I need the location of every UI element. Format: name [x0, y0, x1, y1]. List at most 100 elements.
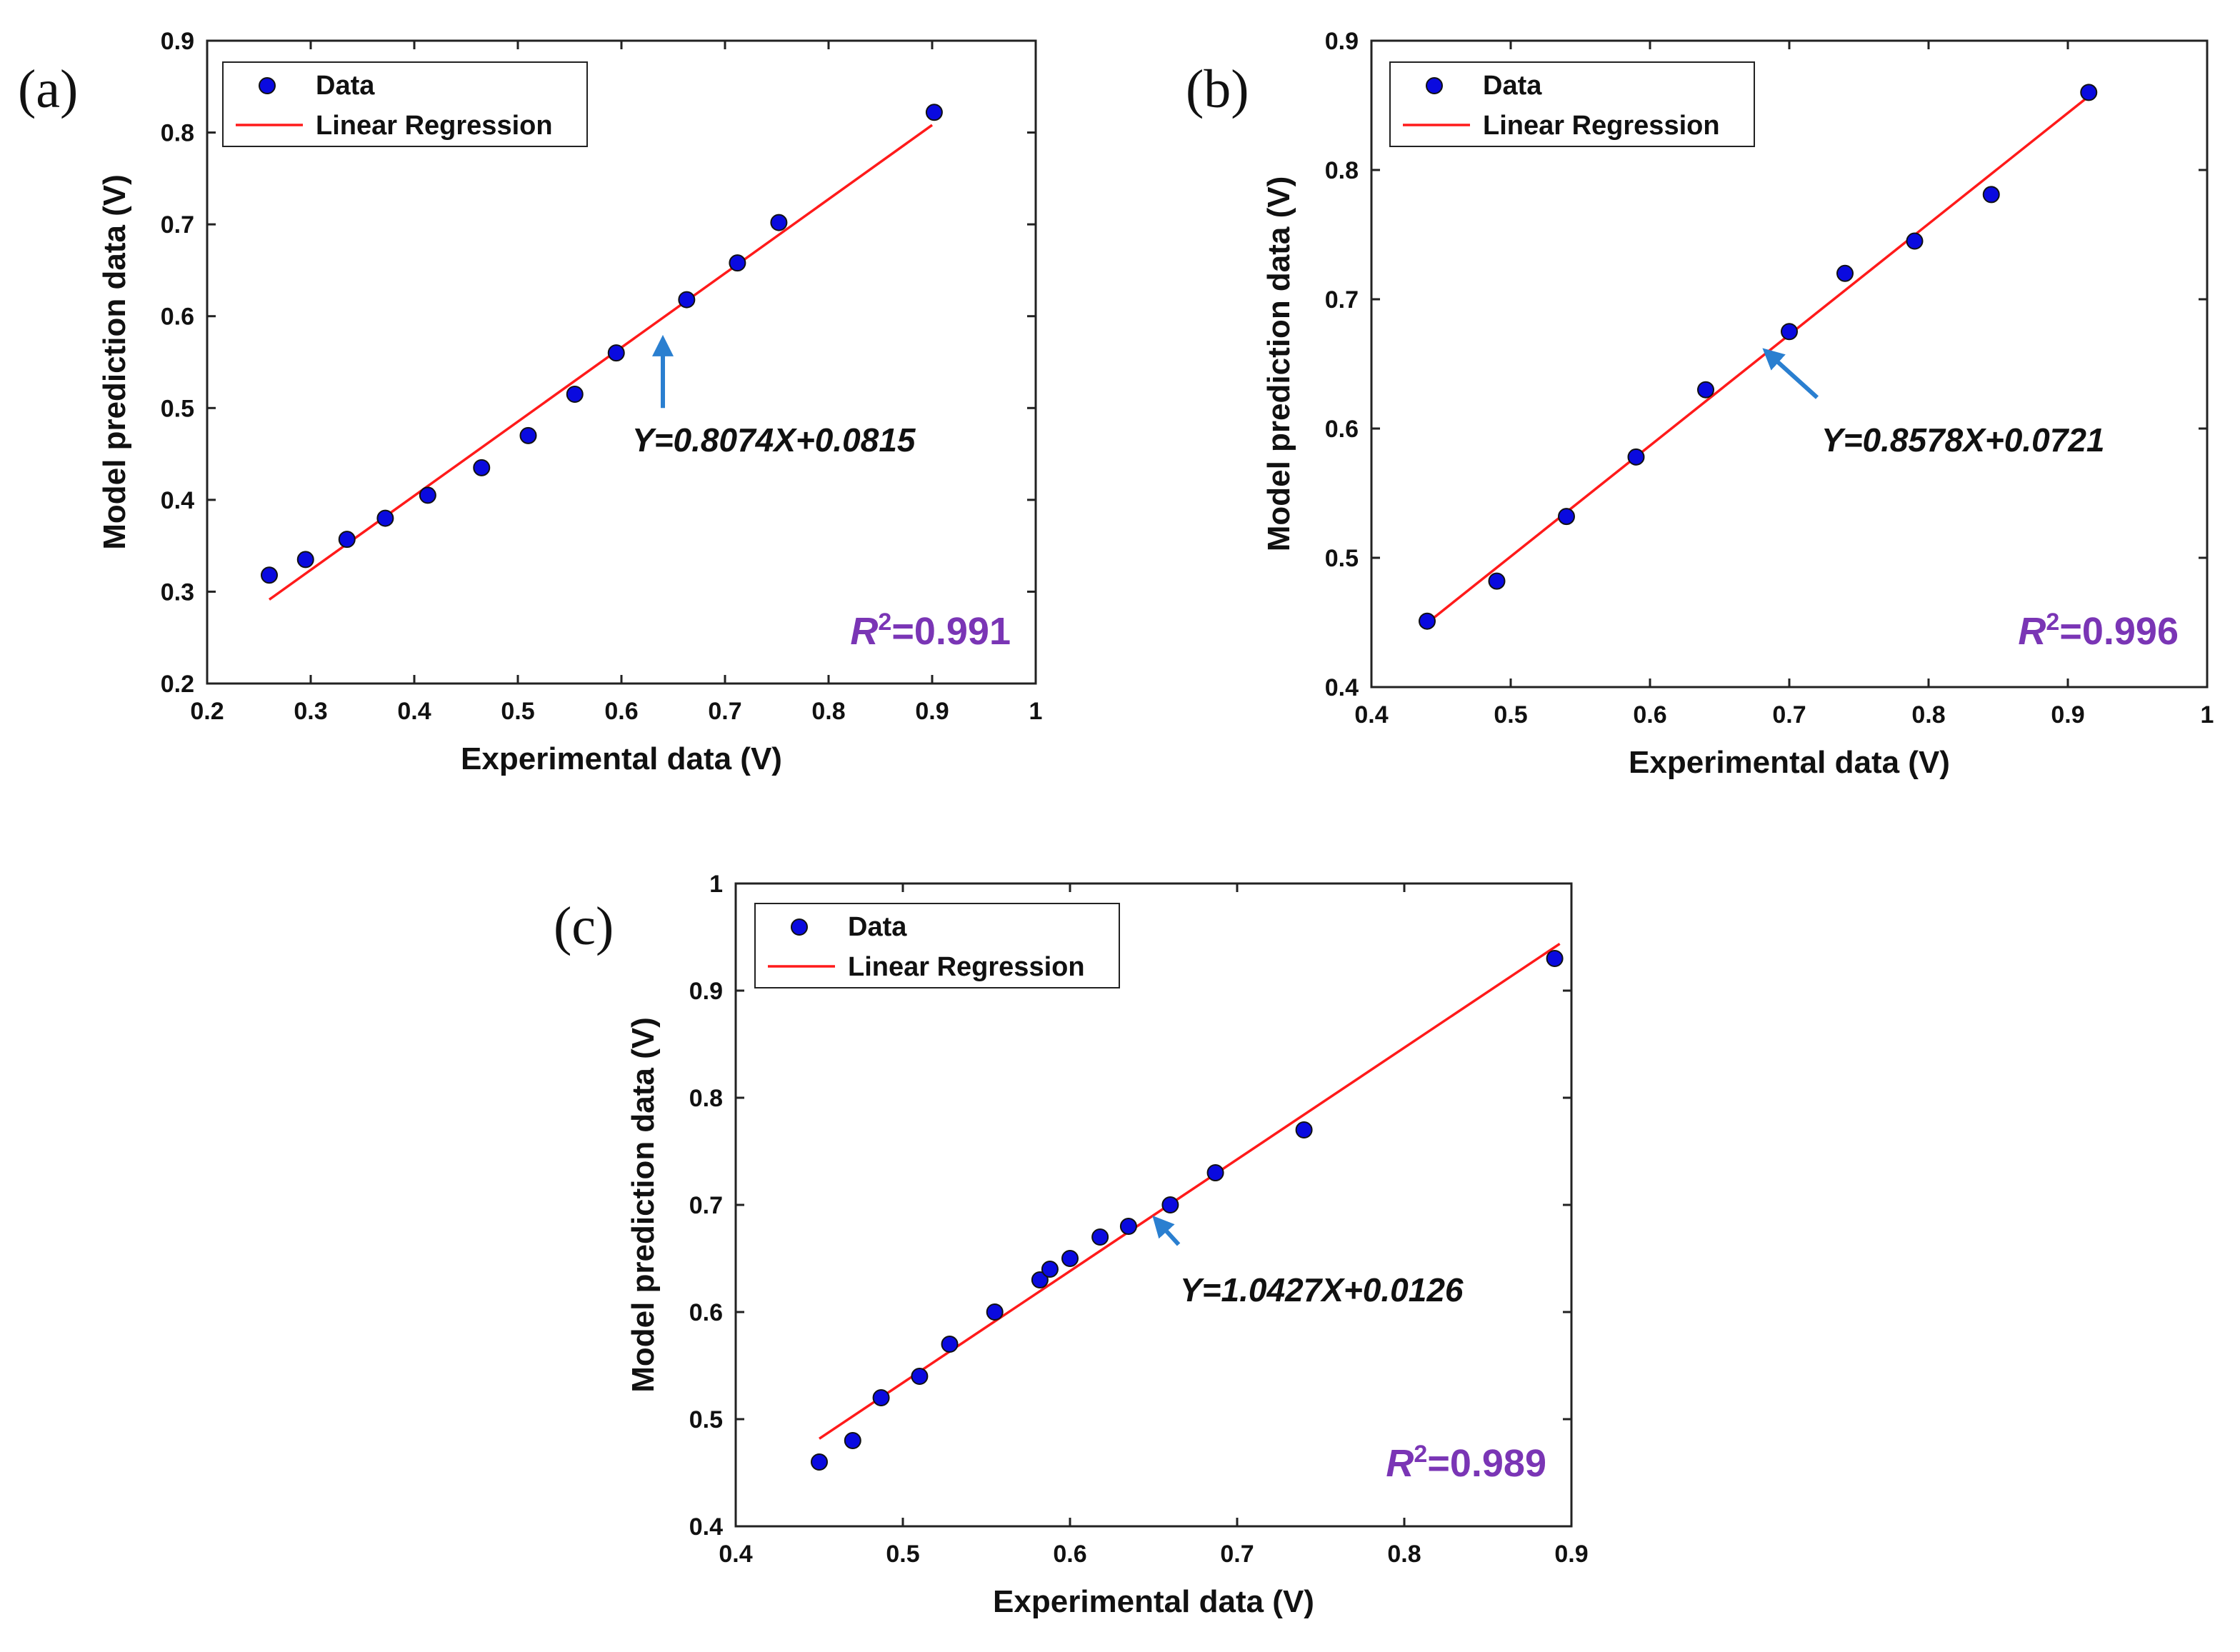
- data-point: [566, 386, 584, 403]
- regression-equation: Y=0.8578X+0.0721: [1821, 421, 2104, 459]
- regression-equation: Y=0.8074X+0.0815: [632, 421, 916, 459]
- y-tick-label: 0.8: [161, 120, 194, 147]
- r-squared-value: =0.996: [2059, 610, 2179, 653]
- legend-fit-label: Linear Regression: [316, 111, 553, 141]
- x-tick-label: 0.6: [1633, 701, 1666, 729]
- x-axis-title: Experimental data (V): [1629, 745, 1950, 780]
- data-point: [296, 551, 314, 569]
- data-point: [376, 509, 394, 527]
- legend-fit-label: Linear Regression: [848, 952, 1085, 982]
- legend-fit-label: Linear Regression: [1483, 111, 1720, 141]
- y-tick-label: 0.7: [689, 1192, 723, 1219]
- data-point: [1041, 1261, 1059, 1278]
- data-point: [1091, 1228, 1109, 1246]
- x-tick-label: 0.7: [1772, 701, 1806, 729]
- legend-box: [754, 903, 1120, 988]
- y-tick-label: 0.7: [1325, 286, 1359, 314]
- regression-line: [1426, 95, 2090, 624]
- y-tick-label: 0.3: [161, 579, 194, 606]
- x-tick-label: 0.6: [604, 698, 638, 725]
- data-point: [1488, 572, 1506, 590]
- data-point: [2080, 84, 2098, 101]
- data-point: [1982, 186, 2000, 204]
- x-tick-label: 0.5: [501, 698, 534, 725]
- legend-data-marker: [791, 918, 808, 936]
- panel-label: (c): [554, 896, 614, 956]
- data-point: [338, 531, 356, 549]
- data-point: [473, 459, 491, 476]
- x-tick-label: 0.9: [1554, 1541, 1588, 1568]
- panel-label: (b): [1186, 59, 1249, 119]
- r-squared-symbol: R: [850, 610, 878, 653]
- x-tick-label: 0.7: [708, 698, 741, 725]
- x-tick-label: 0.3: [294, 698, 327, 725]
- data-point: [925, 104, 943, 121]
- y-tick-label: 0.8: [1325, 157, 1359, 184]
- r-squared-exponent: 2: [2046, 609, 2059, 636]
- r-squared-symbol: R: [1386, 1442, 1414, 1485]
- chart-panel-a: 0.2 0.3 0.4 0.5 0.6 0.7 0.8 0.9 1 0.2 0.3 0.4 0.5 0.6…: [18, 28, 1042, 776]
- y-tick-label: 0.5: [689, 1406, 723, 1433]
- y-axis-title: Model prediction data (V): [1261, 176, 1296, 552]
- x-tick-label: 0.8: [1911, 701, 1945, 729]
- y-axis-title: Model prediction data (V): [626, 1017, 661, 1393]
- r-squared-symbol: R: [2018, 610, 2046, 653]
- x-tick-label: 0.5: [1494, 701, 1527, 729]
- x-tick-label: 1: [2201, 701, 2214, 729]
- r-squared-label: R2=0.996: [2018, 609, 2179, 653]
- data-point: [1697, 381, 1714, 399]
- regression-line: [819, 942, 1561, 1440]
- chart-panel-c: 0.4 0.5 0.6 0.7 0.8 0.9 0.4 0.5 0.6 0.7 0.8 0.9 1 Exp…: [554, 871, 1589, 1619]
- data-point: [261, 566, 278, 584]
- y-tick-label: 0.6: [1325, 416, 1359, 443]
- data-point: [1546, 950, 1564, 967]
- chart-panel-b: 0.4 0.5 0.6 0.7 0.8 0.9 1 0.4 0.5 0.6 0.7 0.8 0.9 Exp…: [1186, 28, 2214, 780]
- x-tick-label: 0.2: [190, 698, 224, 725]
- x-tick-label: 0.6: [1053, 1541, 1086, 1568]
- legend-data-label: Data: [848, 912, 907, 942]
- y-axis-title: Model prediction data (V): [97, 174, 132, 550]
- x-tick-label: 0.7: [1220, 1541, 1254, 1568]
- legend-data-marker: [1426, 77, 1443, 94]
- data-point: [1206, 1164, 1224, 1181]
- data-point: [844, 1432, 861, 1449]
- r-squared-value: =0.991: [891, 610, 1011, 653]
- panel-label: (a): [18, 59, 78, 119]
- data-point: [1061, 1250, 1079, 1267]
- data-point: [1906, 232, 1924, 250]
- y-tick-label: 0.5: [161, 395, 194, 422]
- equation-arrow: [1762, 348, 1819, 399]
- data-point: [519, 426, 537, 444]
- x-tick-label: 0.8: [1387, 1541, 1421, 1568]
- legend-data-label: Data: [1483, 71, 1542, 101]
- data-point: [678, 291, 696, 309]
- data-point: [607, 344, 625, 362]
- equation-arrow: [1152, 1216, 1181, 1246]
- data-point: [1419, 612, 1436, 630]
- data-point: [941, 1336, 959, 1353]
- x-axis-title: Experimental data (V): [461, 741, 782, 776]
- x-tick-label: 0.4: [1354, 701, 1388, 729]
- data-point: [1781, 323, 1798, 341]
- x-tick-label: 0.9: [915, 698, 949, 725]
- data-point: [911, 1368, 929, 1385]
- r-squared-exponent: 2: [878, 609, 891, 636]
- r-squared-value: =0.989: [1427, 1442, 1546, 1485]
- x-tick-label: 0.4: [719, 1541, 752, 1568]
- y-tick-label: 0.4: [161, 487, 194, 514]
- x-tick-label: 0.9: [2051, 701, 2084, 729]
- legend-data-marker: [259, 77, 276, 94]
- x-axis-title: Experimental data (V): [993, 1584, 1314, 1619]
- data-point: [1119, 1218, 1137, 1235]
- y-tick-label: 0.4: [689, 1513, 723, 1541]
- y-tick-label: 1: [709, 871, 723, 898]
- y-tick-label: 0.4: [1325, 674, 1359, 701]
- data-point: [729, 254, 746, 272]
- y-tick-label: 0.9: [689, 978, 723, 1005]
- data-point: [986, 1303, 1004, 1321]
- r-squared-label: R2=0.989: [1386, 1441, 1546, 1485]
- y-tick-label: 0.6: [161, 304, 194, 331]
- data-point: [1031, 1271, 1049, 1288]
- data-point: [1836, 264, 1854, 282]
